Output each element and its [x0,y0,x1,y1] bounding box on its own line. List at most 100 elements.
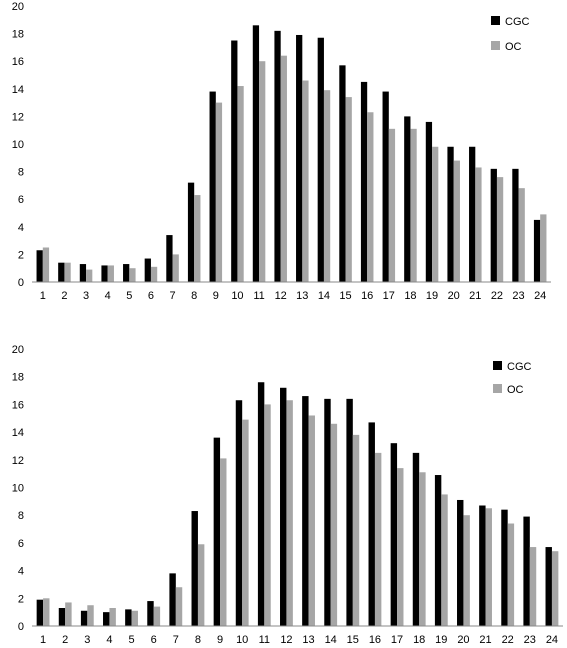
y-tick-label: 0 [18,621,24,633]
bar-oc-11 [259,61,266,283]
y-tick-label: 8 [18,167,24,179]
bar-oc-7 [172,254,179,282]
x-tick-label: 8 [191,290,197,300]
bar-cgc-24 [533,219,541,282]
x-tick-label: 4 [106,634,112,646]
bar-oc-3 [86,269,93,282]
bar-oc-7 [175,587,183,626]
bar-oc-3 [87,605,94,626]
x-tick-label: 11 [253,290,264,300]
bar-oc-13 [302,80,309,283]
bar-cgc-4 [101,265,108,282]
x-tick-label: 16 [361,290,373,300]
legend-label-oc: OC [507,384,524,396]
bar-cgc-2 [58,262,65,282]
x-tick-label: 24 [534,290,546,300]
x-tick-label: 7 [173,634,179,646]
bar-oc-23 [518,188,525,282]
x-tick-label: 2 [62,634,68,646]
x-tick-label: 5 [126,290,132,300]
x-tick-label: 14 [318,290,330,300]
bar-cgc-15 [346,398,353,626]
y-tick-label: 16 [12,399,24,411]
x-axis-ticks: 1 2 3 4 5 6 7 8 9 10 11 12 13 14 15 16 17 18 19 20 21 22 23 24 [40,290,547,300]
bar-oc-19 [441,494,448,626]
bar-cgc-7 [166,235,173,282]
legend-label-cgc: CGC [505,16,530,28]
bar-cgc-22 [501,509,508,626]
x-tick-label: 12 [280,634,292,646]
bar-oc-2 [65,602,72,626]
bar-cgc-17 [390,443,398,626]
x-tick-label: 15 [347,634,359,646]
bar-oc-14 [323,90,331,283]
bar-oc-9 [215,102,223,282]
bar-cgc-11 [252,25,260,282]
bar-oc-9 [220,458,227,626]
x-tick-label: 21 [479,634,491,646]
bar-cgc-7 [169,573,176,626]
bar-cgc-14 [324,398,331,626]
x-tick-label: 18 [404,290,416,300]
x-tick-label: 22 [491,290,503,300]
y-tick-label: 6 [18,194,24,206]
x-tick-label: 15 [339,290,351,300]
bar-cgc-11 [257,382,265,626]
bar-oc-23 [529,547,537,626]
bar-oc-4 [109,608,116,626]
bar-oc-22 [496,177,504,282]
bar-cgc-21 [469,146,476,282]
x-tick-label: 12 [275,290,287,300]
bar-cgc-13 [296,34,303,283]
bar-oc-15 [352,434,360,626]
bar-cgc-3 [80,610,88,626]
bar-oc-1 [42,247,50,282]
bar-cgc-18 [412,452,420,627]
x-tick-label: 6 [151,634,157,646]
x-tick-label: 11 [259,634,270,646]
bar-cgc-12 [274,30,281,283]
bar-oc-20 [453,160,460,282]
legend: CGC OC [493,361,532,396]
bar-cgc-14 [317,37,324,282]
x-tick-label: 19 [426,290,438,300]
bar-cgc-6 [147,601,154,626]
legend: CGC OC [491,16,530,53]
bar-oc-17 [388,128,396,282]
legend-swatch-oc [493,384,502,393]
bar-cgc-1 [36,599,44,626]
bar-oc-18 [419,472,426,626]
bar-oc-22 [507,523,515,626]
x-tick-label: 3 [84,634,90,646]
x-tick-label: 20 [457,634,469,646]
bar-oc-13 [308,415,315,626]
bar-oc-24 [540,214,547,282]
legend-label-oc: OC [505,41,522,53]
bar-oc-20 [463,515,470,626]
x-tick-label: 1 [40,634,46,646]
bar-oc-16 [367,112,374,282]
x-tick-label: 6 [148,290,154,300]
bar-cgc-19 [425,121,433,282]
x-tick-label: 3 [83,290,89,300]
bar-oc-21 [485,508,492,626]
x-tick-label: 9 [217,634,223,646]
bar-cgc-17 [382,91,389,282]
bar-cgc-24 [545,547,552,626]
bars [36,25,547,283]
bar-cgc-16 [360,81,368,283]
bar-oc-10 [237,86,244,282]
y-tick-label: 18 [12,372,24,384]
bar-cgc-23 [512,168,519,282]
bar-cgc-22 [490,168,497,282]
x-tick-label: 20 [448,290,460,300]
bar-cgc-5 [125,609,132,626]
legend-label-cgc: CGC [507,361,532,373]
x-tick-label: 13 [296,290,308,300]
y-tick-label: 14 [12,84,24,96]
y-tick-label: 4 [18,222,24,234]
y-tick-label: 8 [18,510,24,522]
bar-cgc-8 [187,182,195,282]
y-tick-label: 2 [18,593,24,605]
